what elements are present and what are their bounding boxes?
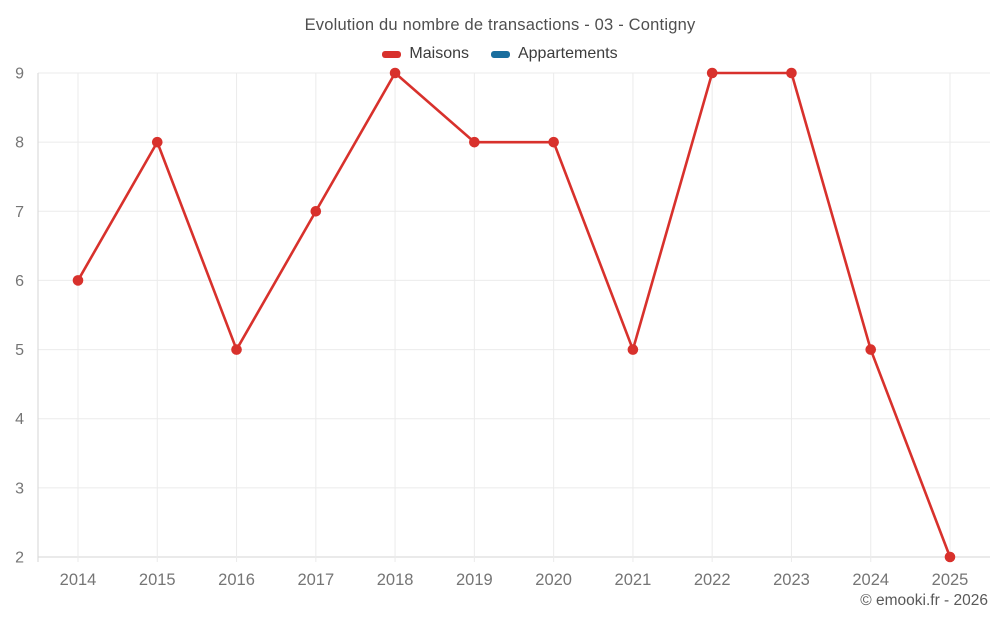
data-point-maisons-2020[interactable] [548, 136, 559, 148]
x-axis-tick-label: 2022 [694, 571, 731, 589]
y-axis-tick-label: 2 [15, 550, 24, 567]
x-axis-tick-label: 2014 [60, 571, 97, 589]
legend-swatch-appartements [490, 50, 510, 58]
x-axis-tick-label: 2025 [932, 571, 969, 589]
x-axis-tick-label: 2020 [535, 571, 572, 589]
data-point-maisons-2022[interactable] [706, 67, 718, 79]
x-axis-tick-label: 2021 [615, 571, 652, 589]
x-axis-tick-label: 2015 [139, 571, 176, 589]
data-point-maisons-2017[interactable] [310, 205, 322, 217]
data-point-maisons-2021[interactable] [627, 344, 639, 355]
x-axis-tick-label: 2024 [852, 571, 889, 589]
data-point-maisons-2018[interactable] [389, 67, 401, 79]
y-axis-tick-label: 7 [15, 204, 24, 221]
data-point-maisons-2024[interactable] [865, 344, 877, 355]
y-axis-tick-label: 9 [15, 66, 24, 83]
y-axis-tick-label: 8 [15, 135, 24, 152]
data-point-maisons-2016[interactable] [231, 344, 242, 355]
chart-legend: Maisons Appartements [0, 45, 1000, 63]
series-line-maisons [76, 71, 952, 559]
x-axis-tick-label: 2023 [773, 571, 810, 589]
legend-label: Appartements [517, 45, 618, 62]
data-point-maisons-2019[interactable] [469, 136, 480, 148]
copyright-credit: © emooki.fr - 2026 [860, 592, 988, 609]
x-axis-tick-label: 2018 [377, 571, 414, 589]
y-axis-tick-label: 6 [15, 273, 24, 290]
x-axis-tick-label: 2017 [297, 571, 334, 589]
legend-item-maisons[interactable]: Maisons [382, 45, 469, 63]
legend-item-appartements[interactable]: Appartements [490, 45, 618, 63]
y-axis-tick-label: 3 [15, 480, 24, 497]
x-axis-tick-label: 2019 [456, 571, 493, 589]
legend-label: Maisons [409, 45, 469, 62]
x-axis-tick-label: 2016 [218, 571, 255, 589]
data-point-maisons-2014[interactable] [72, 275, 84, 286]
data-point-maisons-2015[interactable] [151, 136, 163, 148]
data-point-maisons-2025[interactable] [944, 551, 956, 563]
y-axis-tick-label: 4 [15, 411, 24, 428]
y-axis-tick-label: 5 [15, 342, 24, 359]
data-point-maisons-2023[interactable] [786, 67, 797, 79]
chart-title: Evolution du nombre de transactions - 03… [304, 16, 696, 34]
legend-swatch-maisons [382, 50, 402, 58]
